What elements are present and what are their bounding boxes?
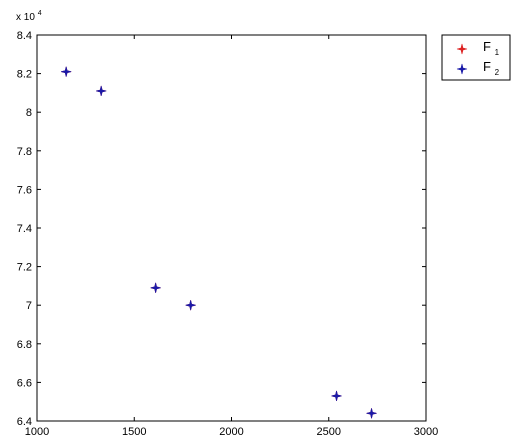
x-tick-label: 2500 — [317, 426, 341, 438]
legend-label-f2-main: F — [483, 59, 491, 74]
x-tick-label: 2000 — [219, 426, 243, 438]
legend-label-f1: F 1 — [483, 39, 500, 57]
legend-label-f1-main: F — [483, 39, 491, 54]
data-point-f2 — [366, 408, 377, 419]
y-tick-label: 6.4 — [17, 416, 32, 428]
y-axis-ticks: 6.4 6.6 6.8 7 7.2 7.4 7.6 7.8 8 8.2 8.4 — [17, 30, 426, 428]
y-axis-multiplier-exponent: 4 — [38, 10, 42, 17]
y-tick-label: 7.6 — [17, 184, 32, 196]
legend-label-f2: F 2 — [483, 59, 500, 77]
y-tick-label: 8.2 — [17, 69, 32, 81]
y-axis-multiplier: x 10 4 — [16, 10, 42, 23]
data-point-f2 — [150, 282, 161, 293]
y-tick-label: 8.4 — [17, 30, 32, 42]
y-tick-label: 6.6 — [17, 377, 32, 389]
data-points — [61, 66, 377, 419]
data-point-f2 — [96, 85, 107, 97]
legend-box — [441, 34, 511, 81]
data-point-f2 — [185, 300, 196, 311]
plot-area — [36, 34, 427, 422]
y-tick-label: 8 — [26, 107, 32, 119]
y-tick-label: 7.2 — [17, 262, 32, 274]
x-tick-label: 1500 — [122, 426, 146, 438]
x-tick-label: 1000 — [25, 426, 49, 438]
data-point-f2 — [331, 390, 342, 401]
x-axis-ticks: 1000 1500 2000 2500 3000 — [25, 35, 438, 438]
legend-marker-f1 — [456, 43, 468, 55]
legend-label-f2-sub: 2 — [495, 68, 500, 77]
y-tick-label: 7.4 — [17, 223, 32, 235]
legend-label-f1-sub: 1 — [495, 48, 500, 57]
data-point-f2 — [61, 66, 72, 77]
y-tick-label: 6.8 — [17, 339, 32, 351]
y-tick-label: 7 — [26, 300, 32, 312]
legend: F 1 F 2 — [441, 34, 511, 81]
legend-marker-f2 — [456, 63, 468, 75]
y-tick-label: 7.8 — [17, 146, 32, 158]
x-tick-label: 3000 — [414, 426, 438, 438]
y-axis-multiplier-base: x 10 — [16, 12, 35, 23]
